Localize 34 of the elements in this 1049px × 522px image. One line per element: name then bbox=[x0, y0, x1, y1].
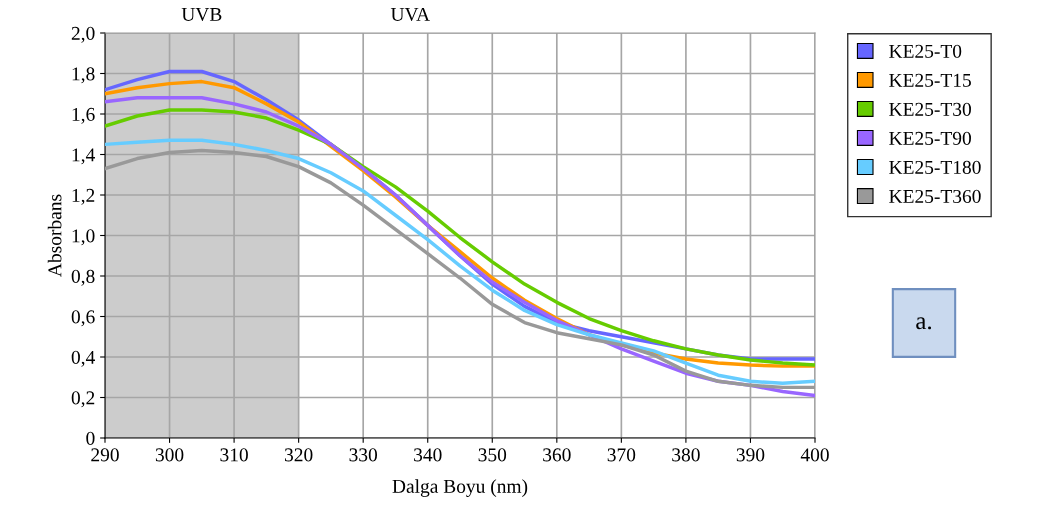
x-tick-label: 370 bbox=[607, 448, 636, 462]
y-tick-label: 1,6 bbox=[72, 107, 95, 124]
x-tick-label: 340 bbox=[414, 448, 442, 462]
band-label: UVB bbox=[181, 8, 222, 22]
x-tick-label: 310 bbox=[220, 448, 248, 462]
legend-label: KE25-T90 bbox=[889, 131, 971, 145]
x-tick-label: 320 bbox=[284, 448, 313, 462]
x-tick-label: 380 bbox=[672, 448, 700, 462]
x-tick-label: 290 bbox=[91, 448, 119, 462]
y-tick-label: 0,8 bbox=[71, 269, 95, 286]
x-tick-label: 400 bbox=[800, 448, 829, 462]
y-tick-label: 0,6 bbox=[71, 310, 95, 327]
text: UVA bbox=[390, 7, 430, 22]
x-tick-label: 360 bbox=[543, 448, 571, 462]
x-tick-label: 350 bbox=[478, 448, 507, 462]
x-tick-label: 330 bbox=[349, 448, 378, 462]
x-axis-title: Dalga Boyu (nm) bbox=[392, 479, 528, 497]
legend-label: KE25-T30 bbox=[889, 102, 971, 116]
y-tick-label: 1,0 bbox=[72, 229, 95, 246]
y-tick-label: 1,4 bbox=[72, 148, 95, 165]
y-tick-label: 0,2 bbox=[71, 391, 95, 408]
y-tick-label: 2,0 bbox=[71, 26, 95, 43]
x-tick-label: 300 bbox=[155, 448, 184, 462]
y-tick-label: 1,2 bbox=[72, 188, 95, 205]
legend-label: KE25-T360 bbox=[889, 189, 981, 203]
legend-label: KE25-T15 bbox=[889, 73, 971, 87]
text: a. bbox=[916, 317, 932, 330]
y-axis-title: Absorbans bbox=[47, 194, 62, 277]
legend-label: KE25-T180 bbox=[889, 160, 981, 174]
y-tick-label: 0,4 bbox=[71, 350, 95, 367]
x-tick-label: 390 bbox=[736, 448, 765, 462]
y-tick-label: 0 bbox=[86, 431, 95, 445]
y-tick-label: 1,8 bbox=[72, 67, 95, 84]
legend-label: KE25-T0 bbox=[889, 44, 962, 58]
